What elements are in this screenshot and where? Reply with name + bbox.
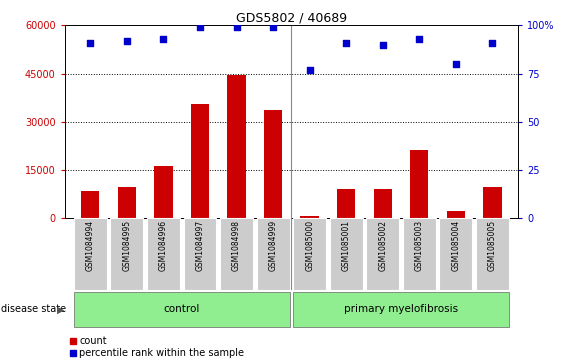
Legend: count, percentile rank within the sample: count, percentile rank within the sample xyxy=(70,336,244,358)
Text: GSM1085004: GSM1085004 xyxy=(452,220,461,271)
Bar xyxy=(264,110,282,218)
Bar xyxy=(220,218,253,290)
Bar xyxy=(367,218,399,290)
Text: GSM1085002: GSM1085002 xyxy=(378,220,387,271)
Bar xyxy=(293,218,326,290)
Bar xyxy=(257,218,289,290)
Bar xyxy=(483,187,502,218)
Text: GSM1085005: GSM1085005 xyxy=(488,220,497,271)
Bar xyxy=(191,104,209,218)
Bar xyxy=(74,292,289,327)
Text: GSM1085003: GSM1085003 xyxy=(415,220,424,271)
Bar xyxy=(227,75,245,218)
Point xyxy=(305,67,314,73)
Bar xyxy=(301,216,319,218)
Text: GSM1084998: GSM1084998 xyxy=(232,220,241,271)
Text: GSM1084996: GSM1084996 xyxy=(159,220,168,271)
Bar xyxy=(330,218,363,290)
Text: ▶: ▶ xyxy=(57,304,65,314)
Bar xyxy=(446,211,465,218)
Text: GSM1085001: GSM1085001 xyxy=(342,220,351,271)
Bar xyxy=(403,218,436,290)
Bar xyxy=(293,292,509,327)
Point xyxy=(415,36,424,42)
Point xyxy=(232,24,241,30)
Bar xyxy=(439,218,472,290)
Bar xyxy=(184,218,216,290)
Bar xyxy=(154,167,173,218)
Bar xyxy=(118,187,136,218)
Text: control: control xyxy=(163,304,200,314)
Title: GDS5802 / 40689: GDS5802 / 40689 xyxy=(236,11,347,24)
Point xyxy=(488,40,497,46)
Text: GSM1085000: GSM1085000 xyxy=(305,220,314,271)
Text: GSM1084997: GSM1084997 xyxy=(195,220,204,271)
Text: GSM1084995: GSM1084995 xyxy=(122,220,131,271)
Point xyxy=(122,38,131,44)
Point xyxy=(452,61,461,67)
Text: GSM1084994: GSM1084994 xyxy=(86,220,95,271)
Point xyxy=(159,36,168,42)
Text: disease state: disease state xyxy=(1,304,66,314)
Text: primary myelofibrosis: primary myelofibrosis xyxy=(344,304,458,314)
Point xyxy=(378,42,387,48)
Bar xyxy=(110,218,144,290)
Point xyxy=(86,40,95,46)
Bar xyxy=(81,191,100,218)
Point xyxy=(195,24,204,30)
Bar xyxy=(374,189,392,218)
Point xyxy=(342,40,351,46)
Bar xyxy=(147,218,180,290)
Text: GSM1084999: GSM1084999 xyxy=(269,220,278,271)
Bar xyxy=(410,150,428,218)
Point xyxy=(269,24,278,30)
Bar xyxy=(337,189,355,218)
Bar xyxy=(74,218,107,290)
Bar xyxy=(476,218,509,290)
